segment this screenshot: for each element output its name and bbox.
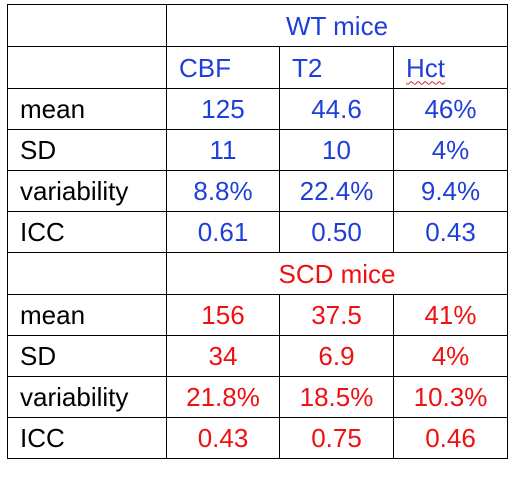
wt-row-icc: ICC 0.61 0.50 0.43 xyxy=(7,211,508,253)
scd-row-sd: SD 34 6.9 4% xyxy=(7,335,508,377)
mice-stats-table: WT mice CBF T2 Hct mean 125 44.6 46% SD … xyxy=(7,4,508,459)
table-cell: 37.5 xyxy=(279,294,394,336)
scd-row-variability: variability 21.8% 18.5% 10.3% xyxy=(7,376,508,418)
table-cell: 4% xyxy=(393,129,508,171)
wt-group-title: WT mice xyxy=(166,4,508,47)
column-header-hct-text: Hct xyxy=(406,52,445,83)
table-cell: 46% xyxy=(393,88,508,130)
scd-row-mean: mean 156 37.5 41% xyxy=(7,294,508,336)
row-label: SD xyxy=(7,129,167,171)
table-cell: 9.4% xyxy=(393,170,508,212)
empty-corner-cell xyxy=(7,4,167,47)
table-cell: 21.8% xyxy=(166,376,280,418)
table-cell: 4% xyxy=(393,335,508,377)
empty-corner-cell xyxy=(7,252,167,295)
row-label: ICC xyxy=(7,211,167,253)
column-header-row: CBF T2 Hct xyxy=(7,46,508,89)
column-header-hct: Hct xyxy=(393,46,508,89)
table-cell: 0.43 xyxy=(393,211,508,253)
wt-title-row: WT mice xyxy=(7,4,508,47)
column-header-cbf: CBF xyxy=(166,46,280,89)
row-label: SD xyxy=(7,335,167,377)
row-label: variability xyxy=(7,376,167,418)
column-header-t2: T2 xyxy=(279,46,394,89)
wt-row-variability: variability 8.8% 22.4% 9.4% xyxy=(7,170,508,212)
row-label: mean xyxy=(7,88,167,130)
table-cell: 156 xyxy=(166,294,280,336)
row-label: ICC xyxy=(7,417,167,459)
table-cell: 22.4% xyxy=(279,170,394,212)
table-cell: 0.61 xyxy=(166,211,280,253)
empty-header-cell xyxy=(7,46,167,89)
table-cell: 6.9 xyxy=(279,335,394,377)
table-cell: 41% xyxy=(393,294,508,336)
row-label: variability xyxy=(7,170,167,212)
wt-row-mean: mean 125 44.6 46% xyxy=(7,88,508,130)
stats-table-container: WT mice CBF T2 Hct mean 125 44.6 46% SD … xyxy=(7,4,508,459)
row-label: mean xyxy=(7,294,167,336)
table-cell: 11 xyxy=(166,129,280,171)
wt-row-sd: SD 11 10 4% xyxy=(7,129,508,171)
table-cell: 125 xyxy=(166,88,280,130)
table-cell: 0.46 xyxy=(393,417,508,459)
table-cell: 0.50 xyxy=(279,211,394,253)
table-cell: 34 xyxy=(166,335,280,377)
table-cell: 10.3% xyxy=(393,376,508,418)
scd-row-icc: ICC 0.43 0.75 0.46 xyxy=(7,417,508,459)
table-cell: 44.6 xyxy=(279,88,394,130)
table-cell: 0.43 xyxy=(166,417,280,459)
scd-title-row: SCD mice xyxy=(7,252,508,295)
table-cell: 18.5% xyxy=(279,376,394,418)
table-cell: 8.8% xyxy=(166,170,280,212)
table-cell: 10 xyxy=(279,129,394,171)
table-cell: 0.75 xyxy=(279,417,394,459)
scd-group-title: SCD mice xyxy=(166,252,508,295)
